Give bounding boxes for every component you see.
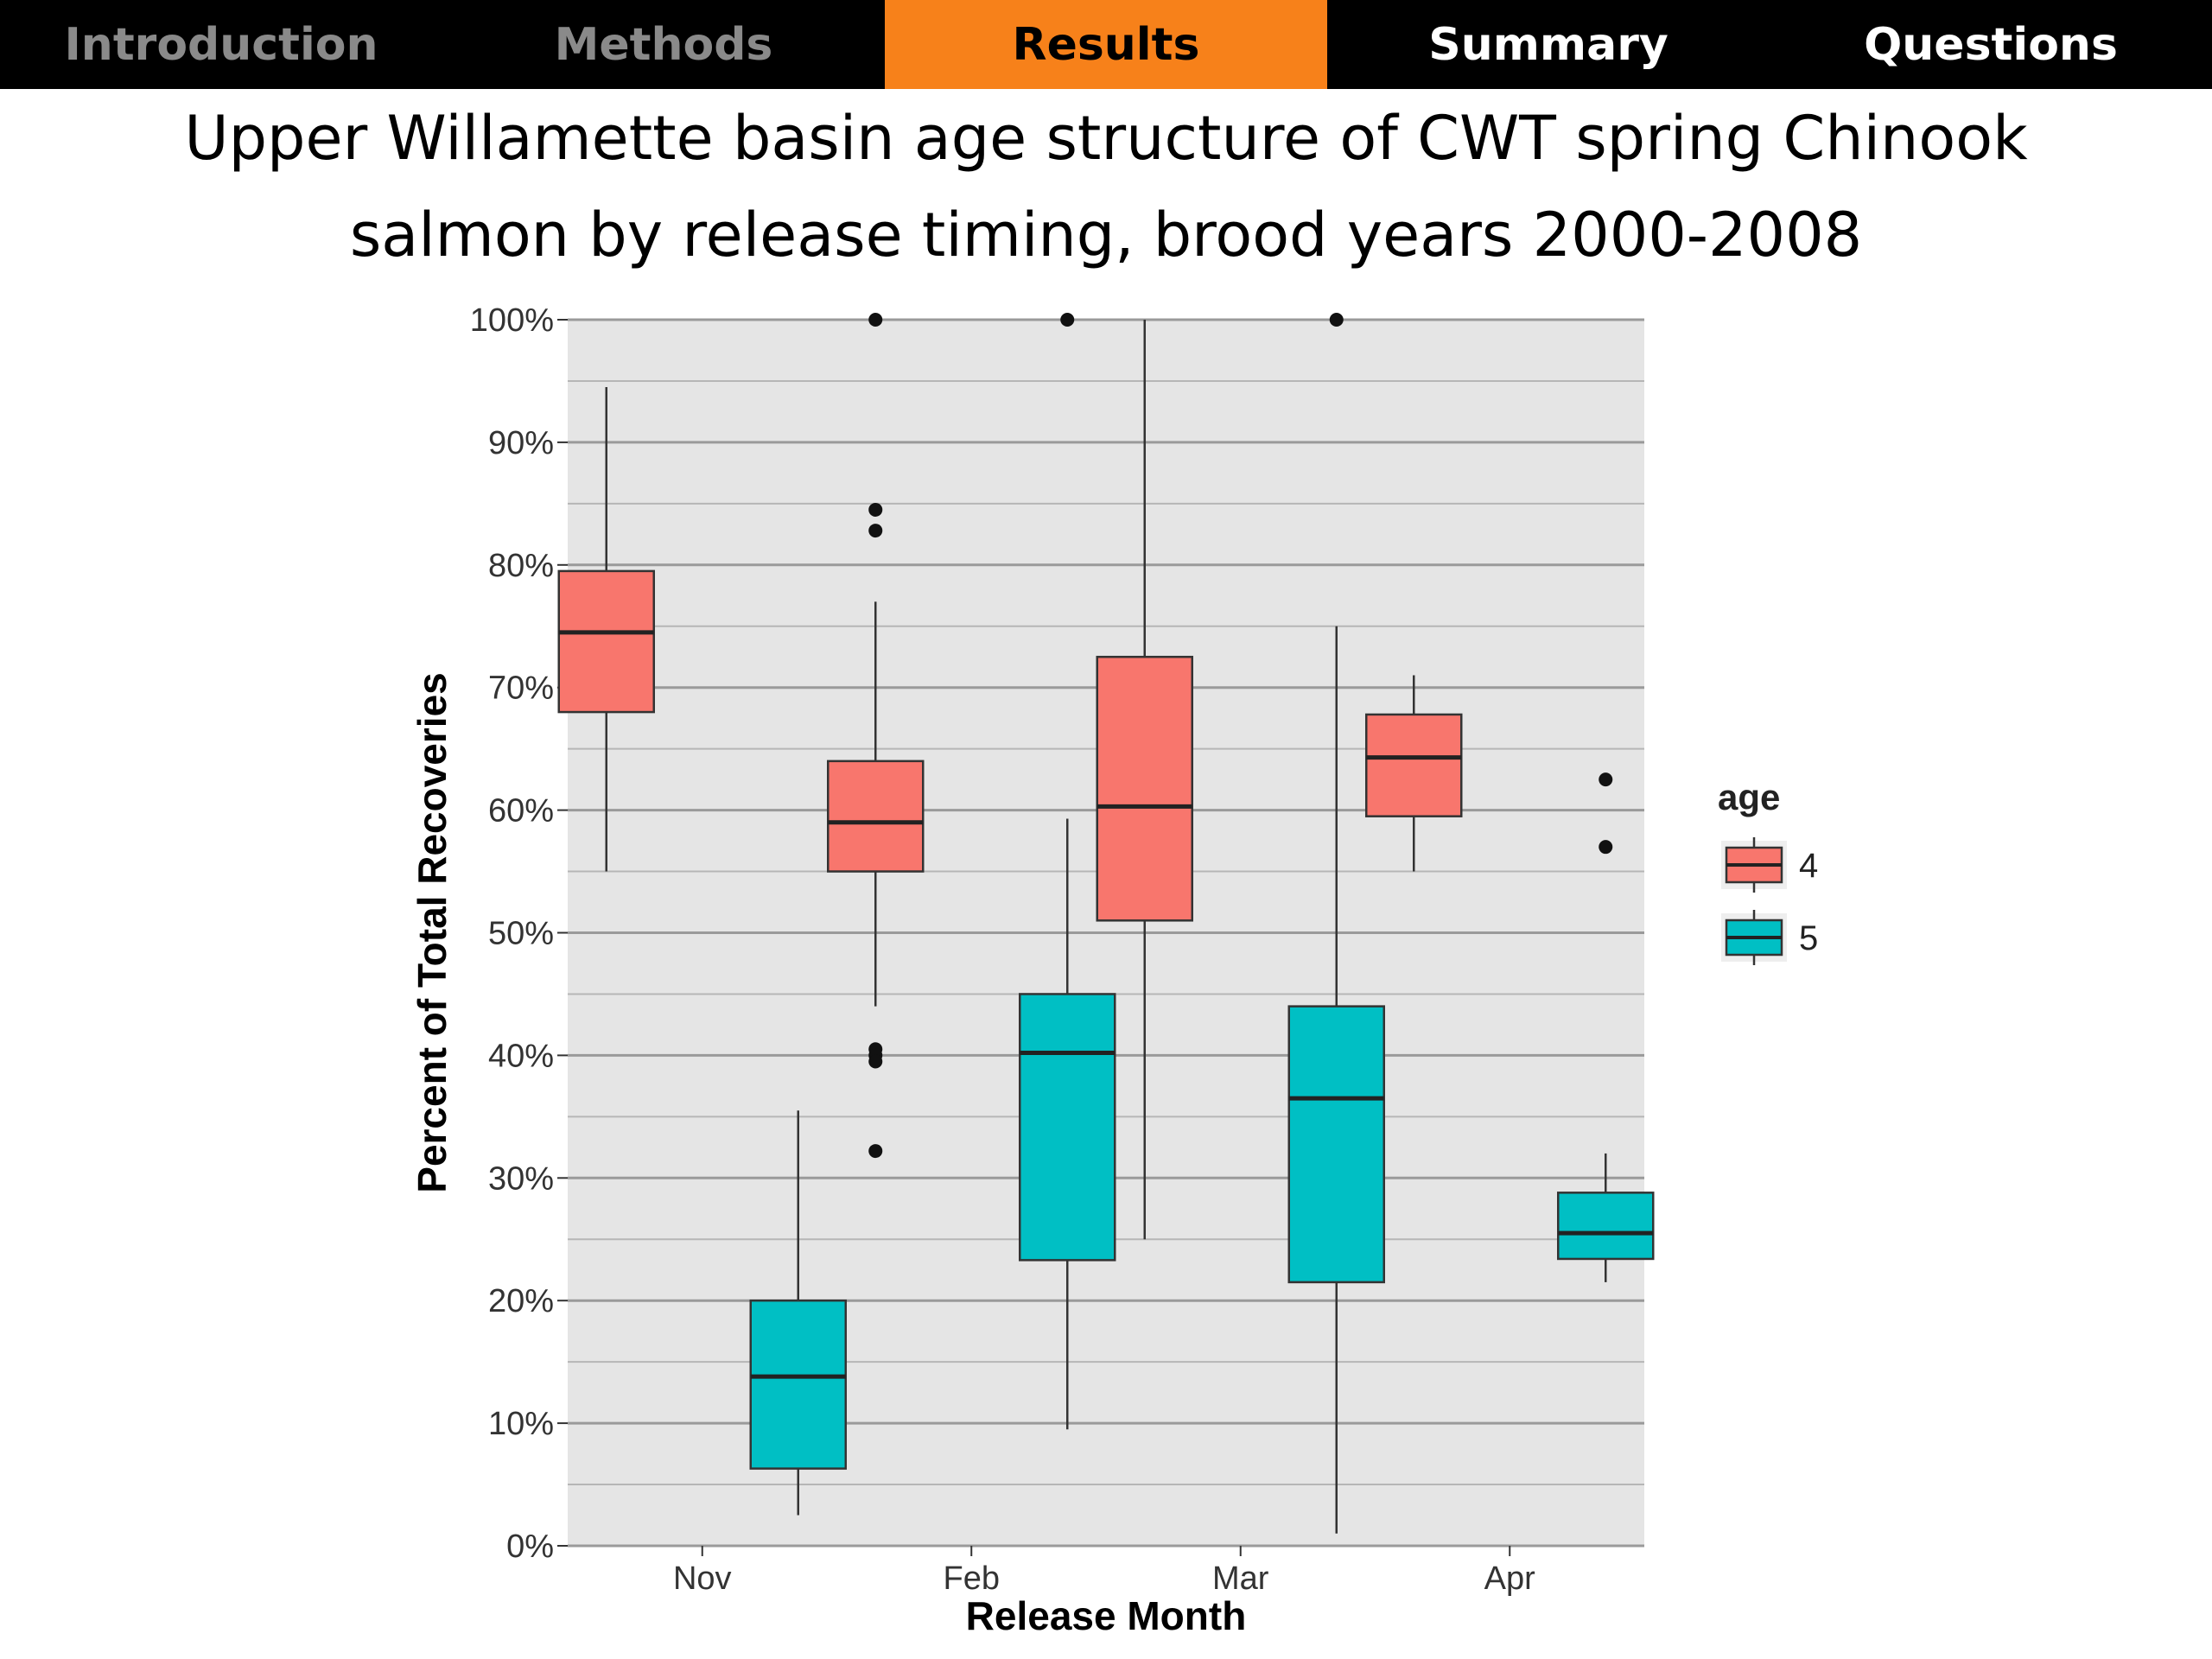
slide-title: Upper Willamette basin age structure of … — [0, 90, 2212, 283]
box-iqr — [749, 1299, 847, 1470]
box-age-4-mar — [1096, 320, 1193, 1240]
y-tick-label: 10% — [488, 1406, 554, 1442]
outlier-point — [1599, 772, 1613, 787]
box-age-4-apr — [1365, 675, 1463, 872]
box-iqr — [1287, 1005, 1385, 1284]
legend-key-age-5: 5 — [1721, 910, 1818, 965]
box-age-5-feb — [1019, 313, 1116, 1430]
y-axis-title: Percent of Total Recoveries — [410, 672, 454, 1192]
box-iqr — [557, 569, 655, 714]
outlier-point — [868, 313, 883, 327]
legend-label: 5 — [1799, 919, 1818, 957]
y-tick-label: 100% — [470, 302, 554, 339]
box-age-5-nov — [749, 1110, 847, 1516]
box-series — [557, 313, 1655, 1534]
y-tick-label: 0% — [506, 1529, 554, 1565]
tab-questions[interactable]: Questions — [1864, 18, 2118, 71]
box-iqr — [1365, 713, 1463, 817]
x-tick-label: Nov — [673, 1560, 732, 1597]
y-tick-label: 50% — [488, 916, 554, 952]
x-tick-label: Mar — [1212, 1560, 1269, 1597]
outlier-point — [1060, 313, 1075, 327]
x-tick-label: Feb — [944, 1560, 1000, 1597]
legend-key-age-4: 4 — [1721, 837, 1818, 893]
y-tick-label: 40% — [488, 1038, 554, 1074]
box-age-5-mar — [1287, 313, 1385, 1534]
box-iqr — [1096, 655, 1193, 922]
outlier-point — [868, 524, 883, 538]
x-tick-label: Apr — [1484, 1560, 1535, 1597]
outlier-point — [1329, 313, 1344, 327]
x-axis: Nov Feb Mar Apr — [673, 1546, 1535, 1597]
y-tick-label: 70% — [488, 671, 554, 707]
grid-lines — [568, 318, 1644, 1548]
x-axis-title: Release Month — [966, 1593, 1247, 1638]
tab-methods[interactable]: Methods — [554, 18, 773, 71]
legend-label: 4 — [1799, 847, 1818, 885]
y-tick-label: 60% — [488, 793, 554, 830]
y-axis: 0% 10% 20% 30% 40% 50% 60% 70% 80% 90% 100% — [470, 302, 568, 1565]
y-tick-label: 80% — [488, 548, 554, 584]
box-age-4-nov — [557, 387, 655, 872]
outlier-point — [1599, 840, 1613, 855]
slide-title-line-2: salmon by release timing, brood years 20… — [349, 200, 1863, 270]
slide-title-line-1: Upper Willamette basin age structure of … — [184, 103, 2028, 174]
tab-summary[interactable]: Summary — [1428, 18, 1669, 71]
legend: age 4 5 — [1718, 777, 1818, 965]
y-tick-label: 90% — [488, 425, 554, 461]
tab-introduction[interactable]: Introduction — [64, 18, 378, 71]
nav-bar: Introduction Methods Results Summary Que… — [0, 0, 2212, 89]
box-iqr — [827, 760, 925, 873]
tab-results[interactable]: Results — [885, 0, 1327, 89]
outlier-point — [868, 1054, 883, 1069]
box-iqr — [1557, 1192, 1655, 1261]
box-age-5-apr — [1557, 772, 1655, 1282]
box-iqr — [1019, 993, 1116, 1262]
box-age-4-feb — [827, 313, 925, 1159]
legend-title: age — [1718, 777, 1780, 817]
outlier-point — [868, 502, 883, 517]
outlier-point — [868, 1144, 883, 1159]
y-tick-label: 30% — [488, 1160, 554, 1197]
y-tick-label: 20% — [488, 1283, 554, 1319]
